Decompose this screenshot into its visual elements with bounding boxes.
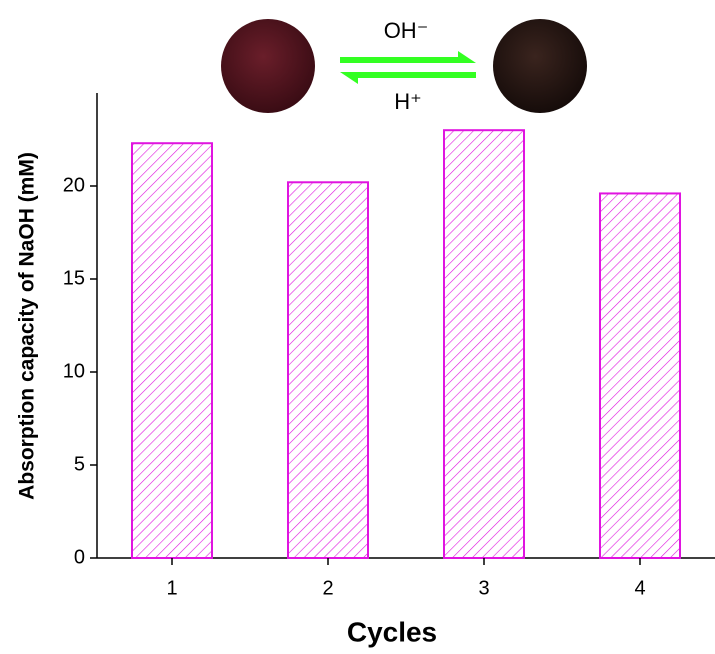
- y-tick-label: 5: [74, 453, 85, 475]
- y-tick-label: 20: [63, 174, 85, 196]
- y-tick-label: 15: [63, 267, 85, 289]
- chart: OH⁻ H⁺ Cycles Absorption capacity of NaO…: [0, 0, 715, 654]
- y-tick-label: 10: [63, 360, 85, 382]
- annotation: OH⁻: [384, 18, 429, 43]
- x-tick-label: 4: [634, 577, 645, 599]
- equilibrium-arrows: [340, 51, 476, 84]
- annotation: H⁺: [394, 89, 422, 114]
- x-tick-label: 2: [322, 577, 333, 599]
- sample-image-before: [221, 19, 315, 113]
- y-tick-label: 0: [74, 546, 85, 568]
- bar: [132, 143, 212, 558]
- bar: [444, 130, 524, 558]
- x-tick-label: 1: [166, 577, 177, 599]
- bar: [600, 193, 680, 558]
- y-axis-label: Absorption capacity of NaOH (mM): [16, 152, 39, 500]
- x-axis-label: Cycles: [347, 616, 437, 647]
- x-tick-label: 3: [478, 577, 489, 599]
- sample-image-after: [493, 19, 587, 113]
- bar: [288, 182, 368, 558]
